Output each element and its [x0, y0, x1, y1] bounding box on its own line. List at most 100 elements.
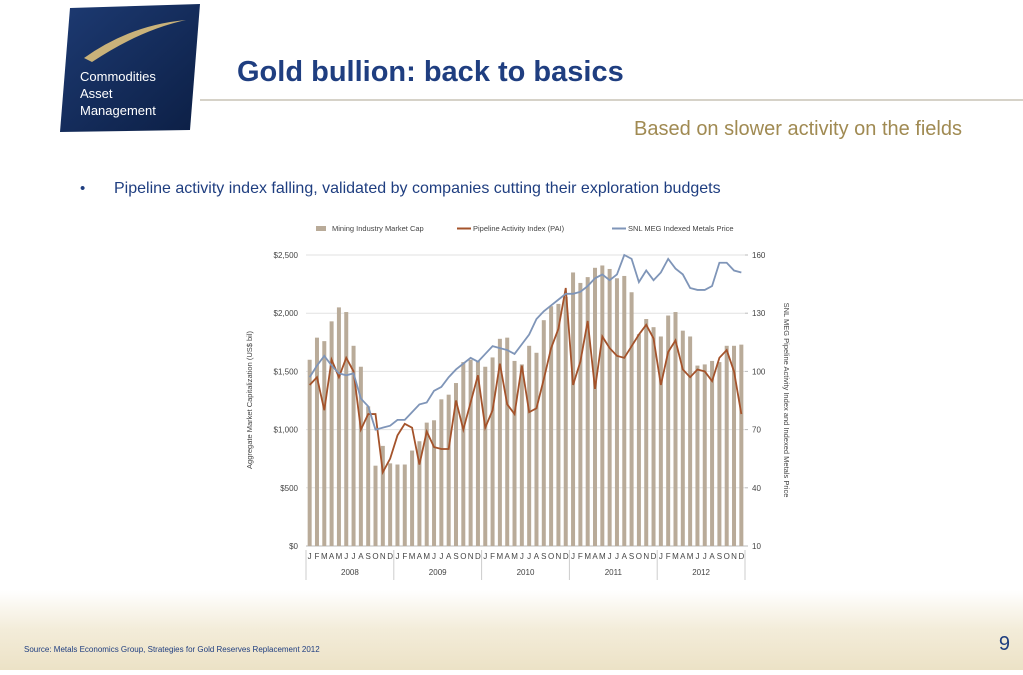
x-tick-label: F: [578, 552, 583, 561]
x-tick-label: A: [446, 552, 452, 561]
x-tick-label: F: [490, 552, 495, 561]
x-tick-label: A: [534, 552, 540, 561]
year-label: 2011: [605, 568, 623, 577]
y-tick-label: $1,500: [274, 367, 299, 376]
bar: [307, 359, 312, 546]
bar: [527, 345, 532, 546]
bar: [483, 366, 488, 546]
bar: [636, 334, 641, 546]
y2-tick-label: 10: [752, 542, 761, 551]
x-tick-label: A: [680, 552, 686, 561]
y-tick-label: $1,000: [274, 426, 299, 435]
bar: [439, 399, 444, 546]
x-tick-label: S: [717, 552, 722, 561]
x-tick-label: M: [599, 552, 606, 561]
line: [308, 253, 742, 431]
line: [309, 287, 743, 476]
x-tick-label: A: [709, 552, 715, 561]
bar: [541, 320, 546, 546]
legend-swatch: [316, 226, 326, 231]
bar: [732, 345, 737, 546]
logo-text: Management: [80, 103, 156, 118]
x-tick-label: F: [666, 552, 671, 561]
x-tick-label: D: [475, 552, 481, 561]
x-tick-label: M: [423, 552, 430, 561]
x-tick-label: N: [380, 552, 386, 561]
y-tick-label: $2,500: [274, 251, 299, 260]
x-tick-label: J: [308, 552, 312, 561]
x-tick-label: J: [615, 552, 619, 561]
y2-tick-label: 70: [752, 426, 761, 435]
legend-label: SNL MEG Indexed Metals Price: [628, 224, 734, 233]
title: Gold bullion: back to basics: [237, 56, 624, 88]
bar: [336, 307, 341, 546]
x-tick-label: N: [468, 552, 474, 561]
bar: [629, 292, 634, 546]
year-label: 2009: [429, 568, 447, 577]
year-label: 2012: [692, 568, 710, 577]
logo-box: [60, 4, 200, 132]
x-tick-label: M: [409, 552, 416, 561]
bar: [373, 465, 378, 546]
footer-band: [0, 590, 1023, 670]
bar: [563, 296, 568, 546]
bar: [351, 345, 356, 546]
bar: [695, 365, 700, 546]
legend-label: Mining Industry Market Cap: [332, 224, 424, 233]
bar: [432, 420, 437, 546]
logo-text: Asset: [80, 86, 113, 101]
x-tick-label: S: [366, 552, 371, 561]
bar: [607, 268, 612, 546]
bar: [593, 267, 598, 546]
y2-tick-label: 160: [752, 251, 766, 260]
x-tick-label: J: [352, 552, 356, 561]
subtitle: Based on slower activity on the fields: [634, 118, 962, 140]
x-tick-label: J: [527, 552, 531, 561]
bar: [468, 359, 473, 546]
x-tick-label: A: [358, 552, 364, 561]
x-tick-label: M: [687, 552, 694, 561]
page-number: 9: [999, 633, 1010, 655]
x-tick-label: S: [541, 552, 546, 561]
x-tick-label: N: [556, 552, 562, 561]
y-axis-label: Aggregate Market Capitalization (US$ bil…: [245, 331, 254, 469]
bar: [395, 464, 400, 546]
x-tick-label: M: [584, 552, 591, 561]
bar: [710, 360, 715, 546]
x-tick-label: J: [344, 552, 348, 561]
bar: [410, 450, 415, 546]
x-tick-label: F: [402, 552, 407, 561]
x-tick-label: J: [608, 552, 612, 561]
x-tick-label: D: [651, 552, 657, 561]
bar: [680, 330, 685, 546]
x-tick-label: A: [622, 552, 628, 561]
bar: [322, 341, 327, 546]
x-tick-label: N: [643, 552, 649, 561]
bar: [402, 464, 407, 546]
bar: [739, 344, 744, 546]
bullet-text: Pipeline activity index falling, validat…: [114, 180, 721, 197]
x-tick-label: O: [636, 552, 642, 561]
x-tick-label: J: [703, 552, 707, 561]
x-tick-label: M: [672, 552, 679, 561]
x-tick-label: J: [659, 552, 663, 561]
x-tick-label: F: [315, 552, 320, 561]
bar: [585, 277, 590, 546]
bar: [717, 362, 722, 546]
bar: [475, 360, 480, 546]
bar: [461, 362, 466, 546]
x-tick-label: O: [548, 552, 554, 561]
x-tick-label: J: [432, 552, 436, 561]
x-tick-label: D: [563, 552, 569, 561]
bar: [329, 321, 334, 546]
bar: [497, 338, 502, 546]
x-tick-label: J: [395, 552, 399, 561]
x-tick-label: J: [483, 552, 487, 561]
bar: [571, 272, 576, 546]
bar: [424, 422, 429, 546]
bar: [453, 383, 458, 546]
bar: [673, 312, 678, 546]
x-tick-label: M: [336, 552, 343, 561]
x-tick-label: J: [520, 552, 524, 561]
